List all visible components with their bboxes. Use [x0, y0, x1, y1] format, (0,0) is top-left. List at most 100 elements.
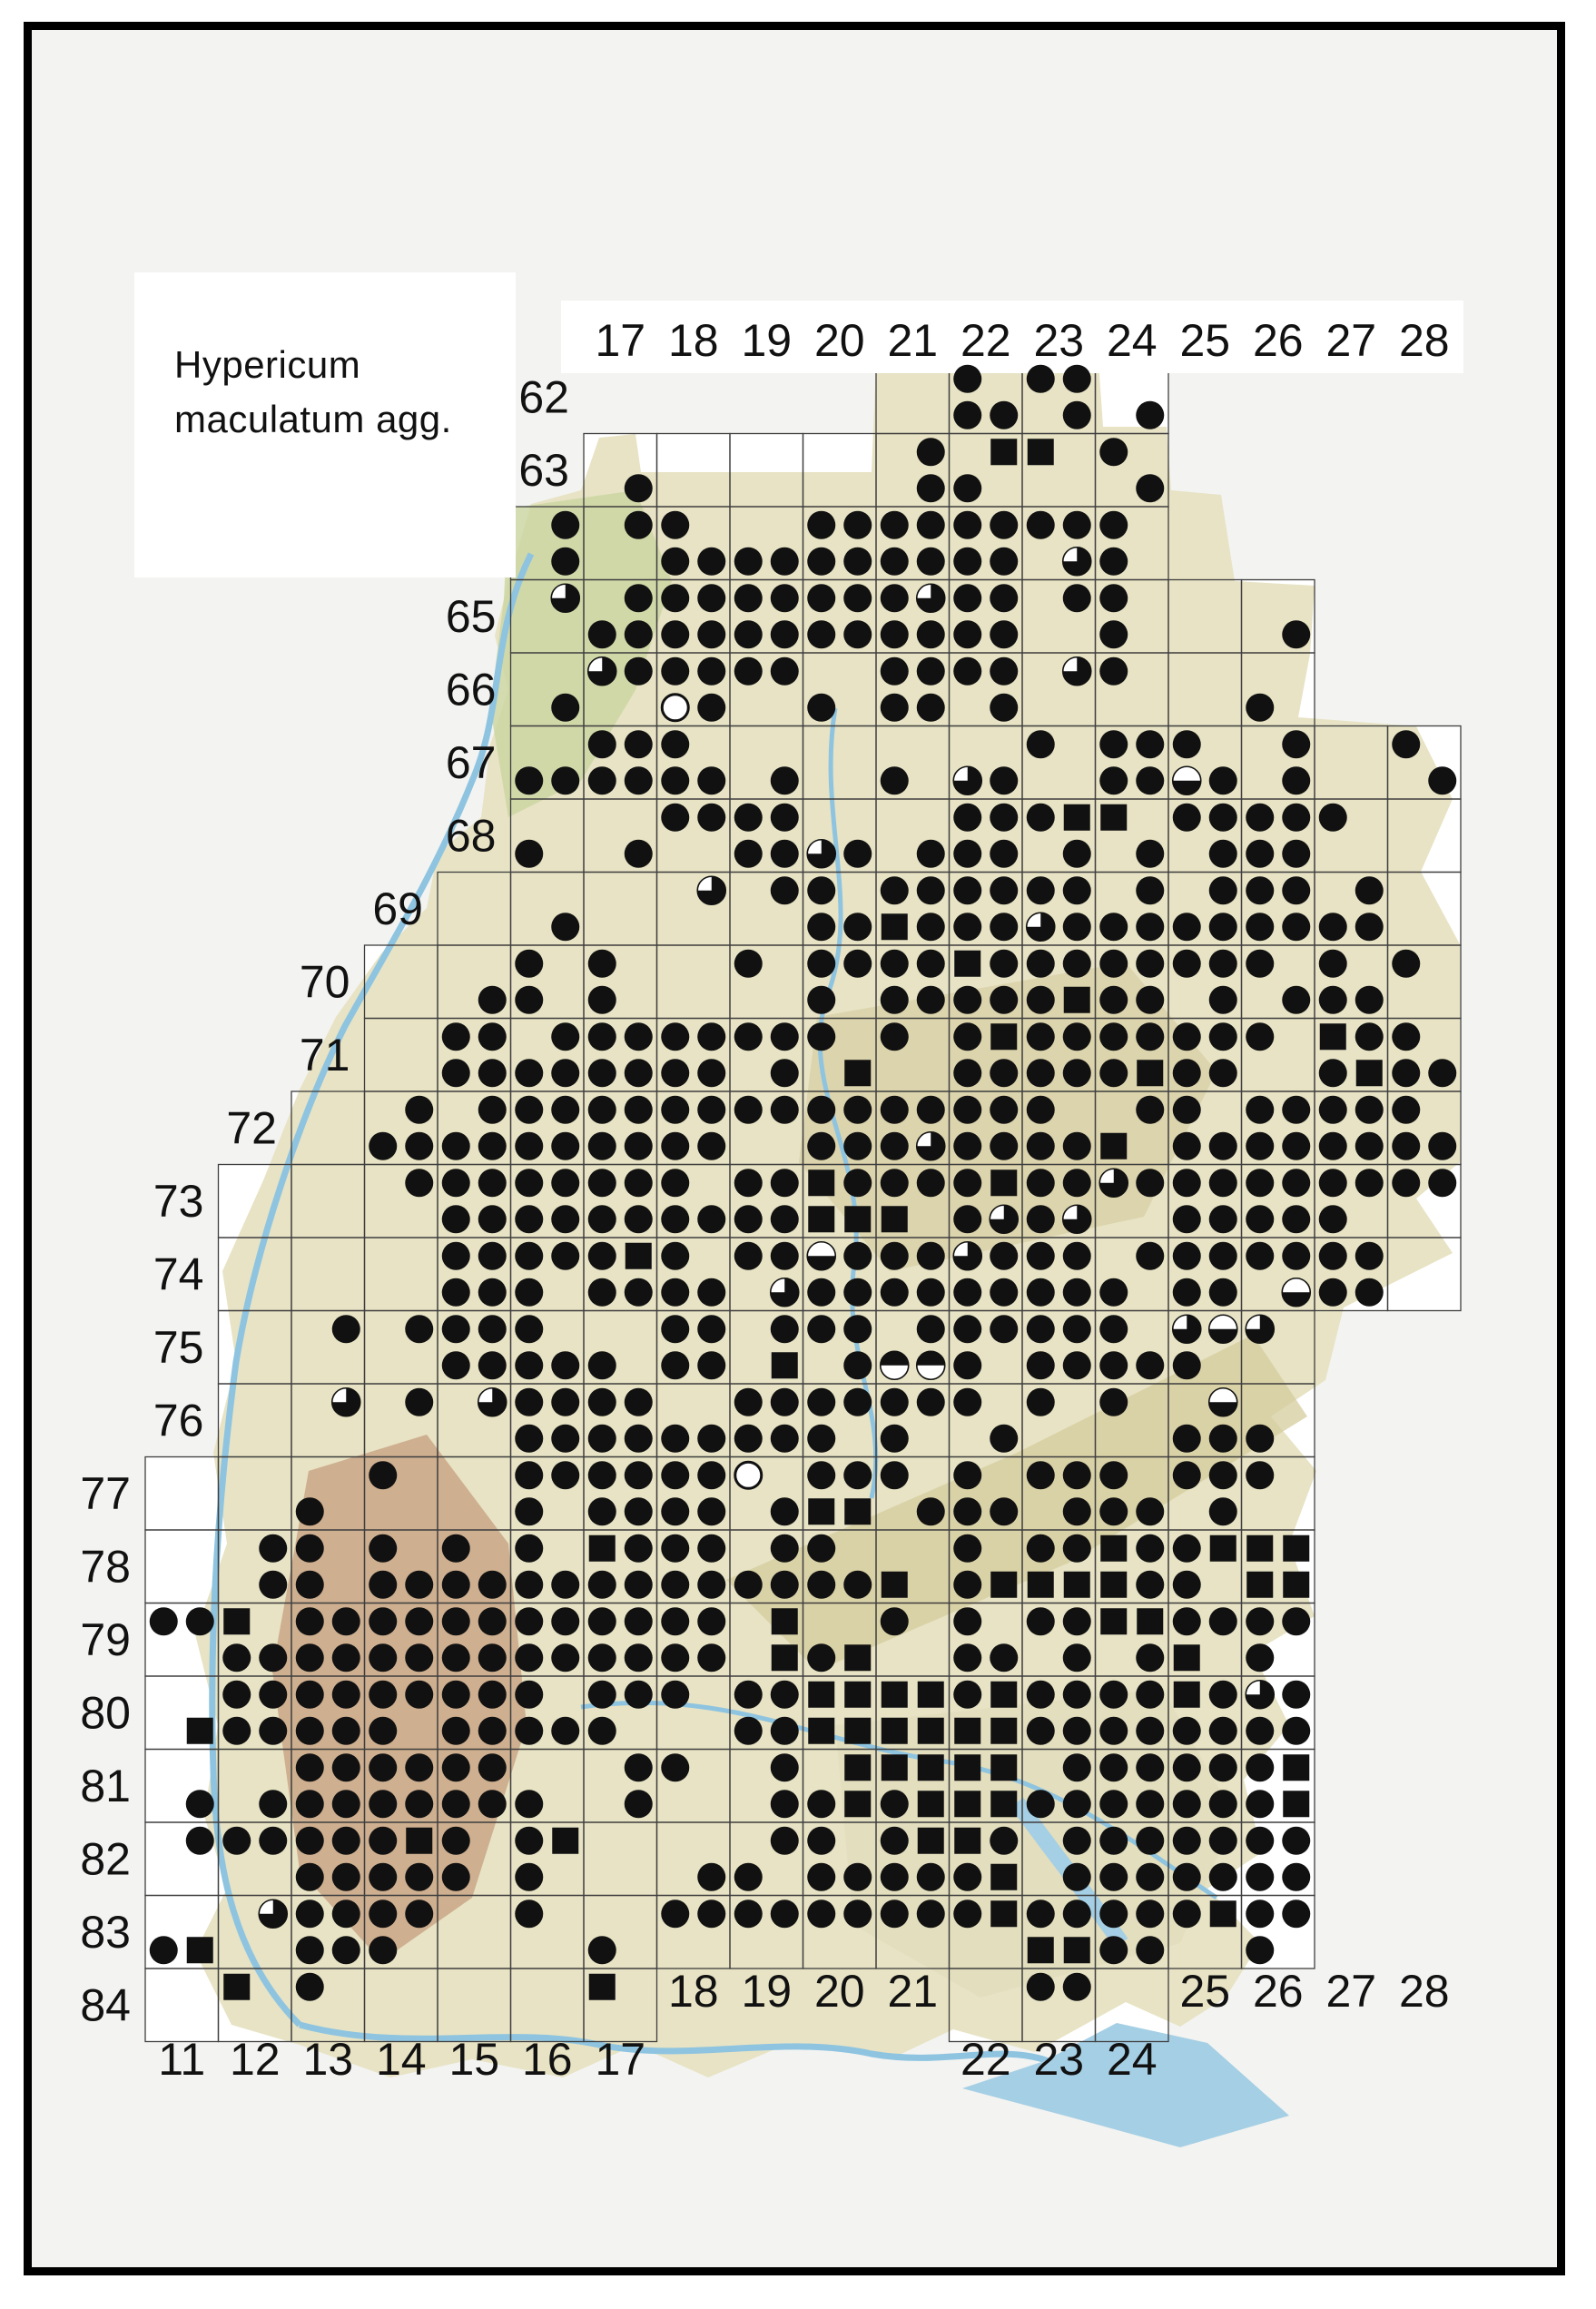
record-symbol-filled-circle	[1392, 1022, 1421, 1051]
record-symbol-filled-circle	[1099, 438, 1128, 467]
record-symbol-filled-circle	[843, 547, 872, 576]
record-symbol-filled-circle	[1172, 1607, 1201, 1636]
record-symbol-filled-circle	[1136, 949, 1165, 978]
record-symbol-filled-circle	[843, 1278, 872, 1307]
record-symbol-filled-circle	[807, 1643, 836, 1673]
record-symbol-filled-circle	[916, 1095, 945, 1124]
record-symbol-filled-circle	[953, 584, 982, 613]
record-symbol-filled-circle	[770, 1095, 799, 1124]
record-symbol-filled-circle	[295, 1972, 324, 2001]
record-symbol-filled-circle	[551, 913, 580, 942]
record-symbol-filled-circle	[990, 1826, 1019, 1855]
record-symbol-filled-circle	[1136, 1022, 1165, 1051]
record-symbol-quarter-white-overlay	[953, 1241, 968, 1257]
record-symbol-filled-circle	[587, 1095, 616, 1124]
record-symbol-filled-circle	[478, 1680, 507, 1709]
row-label-left: 78	[80, 1541, 131, 1592]
record-symbol-filled-circle	[515, 1570, 544, 1599]
record-symbol-filled-circle	[405, 1862, 434, 1891]
record-symbol-filled-circle	[1026, 949, 1055, 978]
record-symbol-filled-circle	[807, 1826, 836, 1855]
column-label-bottom: 15	[448, 2034, 499, 2085]
record-symbol-outline	[1061, 656, 1092, 686]
record-symbol-filled-circle	[843, 1862, 872, 1891]
record-symbol-filled-circle	[624, 839, 653, 868]
record-symbol-filled-circle	[661, 656, 690, 686]
record-symbol-filled-circle	[807, 1131, 836, 1160]
record-symbol-filled-square	[990, 1571, 1018, 1598]
record-symbol-filled-circle	[1208, 985, 1237, 1014]
record-symbol-filled-circle	[405, 1643, 434, 1673]
record-symbol-filled-square	[808, 1206, 835, 1233]
record-symbol-filled-circle	[1172, 1716, 1201, 1745]
terrain-green-patch	[490, 490, 672, 817]
record-symbol-filled-circle	[405, 1680, 434, 1709]
record-symbol-filled-square	[844, 1644, 872, 1672]
record-symbol-filled-circle	[770, 1826, 799, 1855]
record-symbol-filled-circle	[1208, 1241, 1237, 1270]
record-symbol-filled-circle	[587, 1570, 616, 1599]
record-symbol-filled-circle	[551, 1351, 580, 1380]
record-symbol-filled-circle	[1246, 1607, 1275, 1636]
record-symbol-filled-circle	[1428, 1131, 1457, 1160]
record-symbol-filled-circle	[916, 693, 945, 722]
record-symbol-filled-circle	[734, 1570, 763, 1599]
record-symbol-filled-circle	[259, 1643, 288, 1673]
record-symbol-filled-square	[844, 1206, 872, 1233]
record-symbol-filled-circle	[1099, 656, 1128, 686]
record-symbol-filled-circle	[770, 620, 799, 649]
record-symbol-filled-square	[1319, 1023, 1346, 1051]
record-symbol-filled-circle	[770, 1753, 799, 1782]
record-symbol-filled-circle	[1136, 839, 1165, 868]
record-symbol-filled-circle	[807, 1862, 836, 1891]
record-symbol-outline	[915, 1350, 946, 1381]
record-symbol-filled-circle	[295, 1936, 324, 1965]
record-symbol-filled-circle	[770, 1570, 799, 1599]
record-symbol-filled-circle	[369, 1936, 398, 1965]
record-symbol-filled-square	[186, 1937, 213, 1964]
record-symbol-filled-circle	[1026, 1972, 1055, 2001]
record-symbol-filled-circle	[551, 510, 580, 539]
record-symbol-filled-circle	[1026, 1351, 1055, 1380]
record-symbol-filled-circle	[1062, 1716, 1091, 1745]
record-symbol-filled-circle	[405, 1607, 434, 1636]
record-symbol-filled-square	[625, 1242, 652, 1269]
record-symbol-filled-square	[808, 1717, 835, 1744]
record-symbol-filled-square	[881, 1681, 908, 1708]
coordinate-label-layer: 1718192021222324252627286263646566676869…	[80, 315, 1449, 2085]
record-symbol-filled-circle	[1318, 1241, 1347, 1270]
record-symbol-filled-circle	[770, 1022, 799, 1051]
record-symbol-filled-circle	[770, 1169, 799, 1198]
record-symbol-filled-circle	[953, 1059, 982, 1088]
record-symbol-filled-circle	[697, 1131, 726, 1160]
record-symbol-filled-circle	[1246, 1205, 1275, 1234]
record-symbol-filled-circle	[990, 1131, 1019, 1160]
record-symbol-filled-circle	[697, 1315, 726, 1344]
column-label-top: 27	[1325, 315, 1376, 366]
record-symbol-filled-circle	[441, 1753, 470, 1782]
record-symbol-filled-circle	[1172, 1826, 1201, 1855]
record-symbol-filled-square	[917, 1754, 944, 1781]
record-symbol-filled-circle	[1282, 839, 1311, 868]
record-symbol-filled-circle	[697, 1205, 726, 1234]
row-label-left: 76	[153, 1395, 204, 1446]
record-symbol-filled-circle	[478, 1570, 507, 1599]
record-symbol-filled-circle	[1208, 1862, 1237, 1891]
record-symbol-filled-circle	[1355, 1241, 1384, 1270]
record-symbol-filled-circle	[734, 584, 763, 613]
record-symbol-filled-circle	[1136, 730, 1165, 759]
record-symbol-filled-circle	[515, 1095, 544, 1124]
record-symbol-filled-circle	[953, 1351, 982, 1380]
record-symbol-filled-circle	[1062, 1534, 1091, 1563]
record-symbol-quarter-white-overlay	[916, 584, 931, 598]
record-symbol-filled-circle	[551, 1169, 580, 1198]
record-symbol-filled-circle	[953, 400, 982, 429]
record-symbol-filled-square	[1100, 1608, 1128, 1635]
record-symbol-quarter-white-overlay	[770, 1278, 785, 1293]
record-symbol-filled-circle	[1099, 1497, 1128, 1526]
record-symbol-filled-square	[917, 1791, 944, 1818]
record-symbol-filled-circle	[807, 913, 836, 942]
record-symbol-filled-square	[881, 1206, 908, 1233]
record-symbol-filled-circle	[1282, 730, 1311, 759]
record-symbol-filled-circle	[1392, 949, 1421, 978]
